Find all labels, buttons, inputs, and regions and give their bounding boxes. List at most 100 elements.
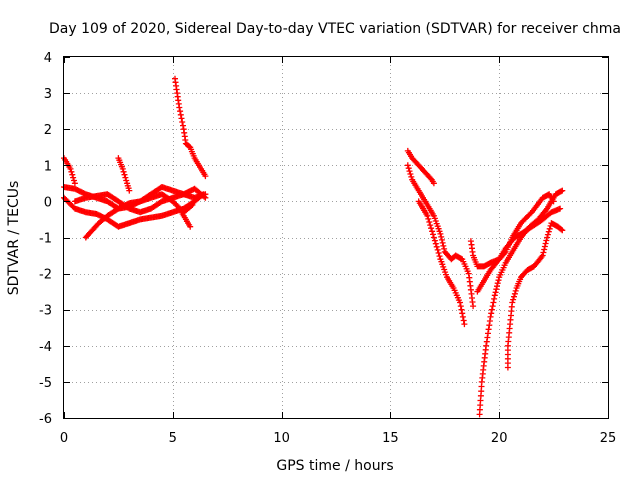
data-point <box>201 193 208 200</box>
data-point <box>202 194 209 201</box>
y-tick-label: 0 <box>44 195 52 210</box>
plot-frame <box>63 56 609 419</box>
data-point <box>71 177 77 184</box>
data-point <box>431 237 438 244</box>
data-point <box>457 303 464 310</box>
data-point <box>544 234 551 241</box>
data-point <box>487 313 494 320</box>
y-tick-label: -1 <box>39 232 52 247</box>
data-point <box>177 108 184 115</box>
data-point <box>430 180 437 187</box>
data-point <box>69 171 76 178</box>
chart-title: Day 109 of 2020, Sidereal Day-to-day VTE… <box>49 21 621 37</box>
data-point <box>405 165 412 172</box>
data-point <box>461 321 468 328</box>
data-point <box>121 171 128 178</box>
data-track-arc-14 <box>476 187 566 418</box>
data-point <box>557 205 564 212</box>
data-point <box>512 287 519 294</box>
data-point <box>424 212 431 219</box>
x-tick-label: 25 <box>600 431 617 446</box>
data-point <box>509 299 516 306</box>
data-point <box>126 187 133 194</box>
data-point <box>186 143 193 150</box>
x-tick-label: 15 <box>382 431 399 446</box>
data-point <box>71 180 78 187</box>
data-point <box>488 306 495 313</box>
data-point <box>438 233 445 240</box>
y-axis-label: SDTVAR / TECUs <box>6 181 22 296</box>
data-point <box>179 119 186 125</box>
data-point <box>459 310 466 317</box>
data-point <box>435 250 442 256</box>
data-point <box>510 296 517 303</box>
data-point <box>491 292 498 299</box>
data-point <box>122 174 129 181</box>
data-point <box>430 234 437 241</box>
x-tick-label: 20 <box>491 431 508 446</box>
data-point <box>178 115 185 122</box>
data-point <box>539 252 546 259</box>
data-marks <box>61 75 566 418</box>
data-point <box>546 225 553 232</box>
data-point <box>425 215 432 222</box>
data-point <box>542 240 549 247</box>
data-track-arc-4 <box>82 184 209 241</box>
data-point <box>441 245 448 252</box>
data-point <box>439 239 446 246</box>
data-point <box>426 219 433 225</box>
y-tick-label: -4 <box>39 340 52 355</box>
data-point <box>459 313 466 320</box>
x-tick-label: 0 <box>60 431 68 446</box>
data-track-arc-15 <box>504 220 566 371</box>
data-point <box>490 299 497 306</box>
data-point <box>406 168 413 175</box>
x-tick-label: 5 <box>169 431 177 446</box>
data-track-arc-8 <box>178 209 194 230</box>
data-point <box>541 246 548 253</box>
axis-ticks <box>64 57 609 419</box>
data-point <box>438 236 445 243</box>
data-track-arc-7 <box>172 75 209 180</box>
data-track-arc-5 <box>71 185 209 216</box>
data-point <box>470 303 477 310</box>
data-point <box>407 171 414 177</box>
data-point <box>495 257 502 264</box>
data-point <box>558 226 565 233</box>
data-point <box>68 168 75 175</box>
data-point <box>485 326 492 333</box>
data-point <box>440 242 447 249</box>
data-track-arc-9 <box>404 147 437 187</box>
data-point <box>427 222 434 229</box>
y-tick-label: 4 <box>44 51 52 66</box>
data-track-arc-11 <box>415 198 468 328</box>
y-tick-labels: -6 -5 -4 -3 -2 -1 0 1 2 3 4 <box>39 51 52 427</box>
data-track-arc-3 <box>61 191 207 230</box>
data-point <box>180 122 186 129</box>
y-tick-label: 2 <box>44 123 52 138</box>
data-point <box>428 225 435 232</box>
y-tick-label: -3 <box>39 304 52 319</box>
data-point <box>436 253 443 260</box>
x-axis-label: GPS time / hours <box>276 458 393 474</box>
data-point <box>511 290 518 297</box>
x-tick-label: 10 <box>273 431 290 446</box>
data-point <box>489 303 496 310</box>
data-point <box>433 243 440 250</box>
data-point <box>541 243 548 250</box>
data-point <box>493 286 500 293</box>
data-point <box>494 283 500 290</box>
grid <box>64 57 608 418</box>
data-point <box>457 299 463 306</box>
data-point <box>404 162 411 169</box>
data-point <box>187 223 194 230</box>
data-point <box>408 173 415 180</box>
data-point <box>559 227 566 234</box>
data-point <box>488 310 495 317</box>
data-point <box>458 306 465 313</box>
data-point <box>544 231 551 238</box>
data-point <box>437 230 444 237</box>
data-point <box>492 289 499 296</box>
